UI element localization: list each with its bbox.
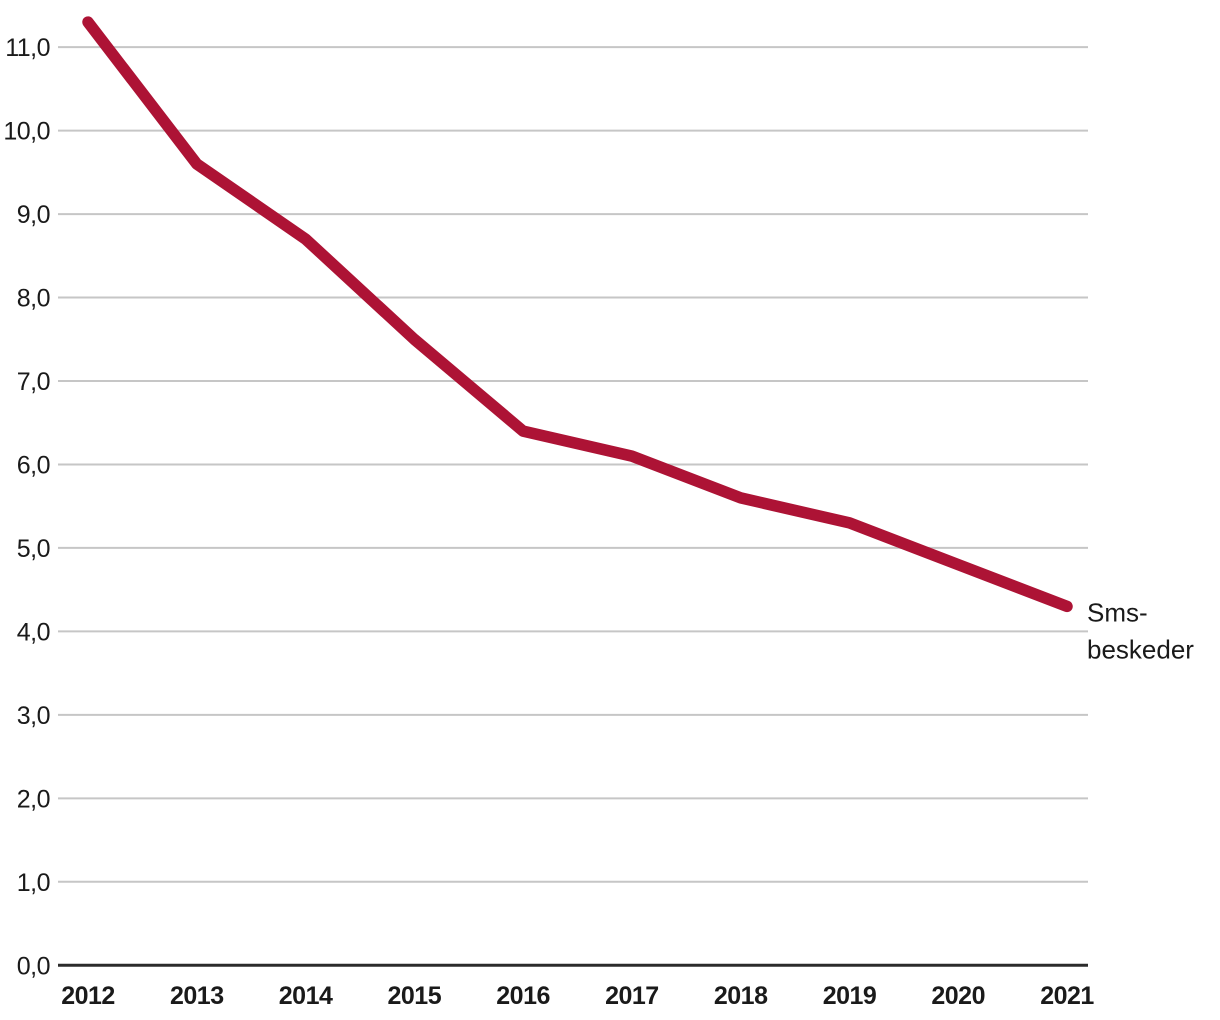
y-tick-label: 8,0	[17, 285, 50, 313]
y-tick-label: 9,0	[17, 201, 50, 229]
x-tick-label: 2014	[279, 982, 333, 1010]
series-label: Sms-beskeder	[1087, 597, 1194, 664]
x-tick-label: 2017	[605, 982, 659, 1010]
y-tick-label: 10,0	[3, 118, 50, 146]
sms-series-line	[82, 16, 1073, 613]
x-tick-label: 2019	[823, 982, 877, 1010]
series-label-line: beskeder	[1087, 634, 1194, 664]
y-tick-label: 0,0	[17, 952, 50, 980]
y-tick-label: 6,0	[17, 452, 50, 480]
x-tick-label: 2018	[714, 982, 768, 1010]
y-tick-label: 11,0	[5, 34, 50, 62]
y-tick-label: 3,0	[17, 702, 50, 730]
series-label-line: Sms-	[1087, 597, 1148, 627]
y-tick-label: 4,0	[17, 618, 50, 646]
x-tick-label: 2013	[170, 982, 224, 1010]
x-tick-label: 2016	[496, 982, 550, 1010]
y-tick-label: 7,0	[17, 368, 50, 396]
y-tick-label: 1,0	[17, 869, 50, 897]
y-tick-label: 2,0	[17, 785, 50, 813]
x-tick-label: 2015	[387, 982, 441, 1010]
x-tick-label: 2012	[61, 982, 115, 1010]
x-tick-label: 2021	[1040, 982, 1094, 1010]
y-tick-label: 5,0	[17, 535, 50, 563]
x-tick-label: 2020	[931, 982, 985, 1010]
